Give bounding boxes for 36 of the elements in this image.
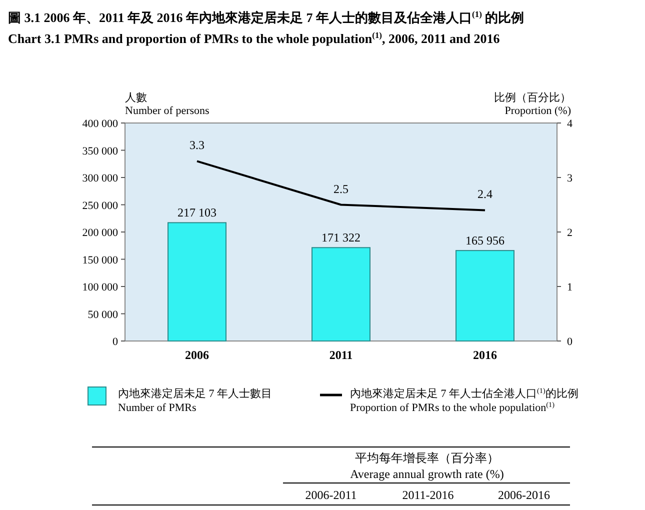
data-label: 2.4 bbox=[478, 187, 492, 202]
data-label: 171 322 bbox=[322, 230, 360, 245]
data-label: 3.3 bbox=[190, 138, 204, 152]
y2-tick-label: 0 bbox=[567, 336, 573, 348]
y-tick-label: 200 000 bbox=[82, 227, 118, 239]
y2-axis-title: 比例（百分比） Proportion (%) bbox=[494, 91, 572, 117]
text: 2011-2016 bbox=[402, 488, 454, 502]
text: 2006-2011 bbox=[305, 488, 357, 502]
data-label: 165 956 bbox=[466, 234, 504, 248]
bar bbox=[168, 222, 226, 342]
x-tick-label: 2006 bbox=[185, 348, 209, 362]
y-tick-label: 400 000 bbox=[82, 118, 118, 130]
legend-label: 內地來港定居未足 7 年人士佔全港人口$^{(1)}$的比例 Proportion of PMRs to the whole population$^{(1)}$ bbox=[350, 387, 578, 414]
y-axis-title: 人數 Number of persons bbox=[125, 92, 210, 117]
data-label: 217 103 bbox=[178, 206, 216, 220]
chart-subtitle: Chart 3.1 PMRs and proportion of PMRs to the whole population$^{(1)}$, 2006, 2011 and 2016 bbox=[8, 30, 500, 46]
bar bbox=[312, 247, 370, 342]
y-tick-label: 300 000 bbox=[82, 172, 118, 184]
y-tick-label: 100 000 bbox=[82, 282, 118, 294]
y2-tick-label: 1 bbox=[567, 282, 572, 294]
y2-tick-label: 3 bbox=[567, 172, 573, 184]
x-tick-label: 2016 bbox=[473, 348, 497, 362]
y-tick-label: 350 000 bbox=[82, 145, 118, 158]
y-tick-label: 150 000 bbox=[82, 254, 118, 266]
y2-tick-label: 2 bbox=[567, 227, 572, 239]
y-tick-label: 50 000 bbox=[88, 308, 118, 321]
text: 2006-2016 bbox=[498, 488, 550, 502]
y-tick-label: 0 bbox=[112, 336, 118, 348]
data-label: 2.5 bbox=[334, 182, 348, 196]
x-tick-label: 2011 bbox=[329, 348, 353, 362]
text: 平均每年增長率（百分率） Average annual growth rate (%) bbox=[350, 451, 504, 481]
bar bbox=[456, 250, 514, 342]
y-tick-label: 250 000 bbox=[82, 200, 118, 212]
legend-label: 內地來港定居未足 7 年人士數目 Number of PMRs bbox=[118, 387, 272, 414]
y2-tick-label: 4 bbox=[567, 118, 573, 130]
chart-title: 圖 3.1 2006 年、2011 年及 2016 年內地來港定居未足 7 年人士的數目及佔全港人口$^{(1)}$ 的比例 bbox=[8, 9, 524, 25]
